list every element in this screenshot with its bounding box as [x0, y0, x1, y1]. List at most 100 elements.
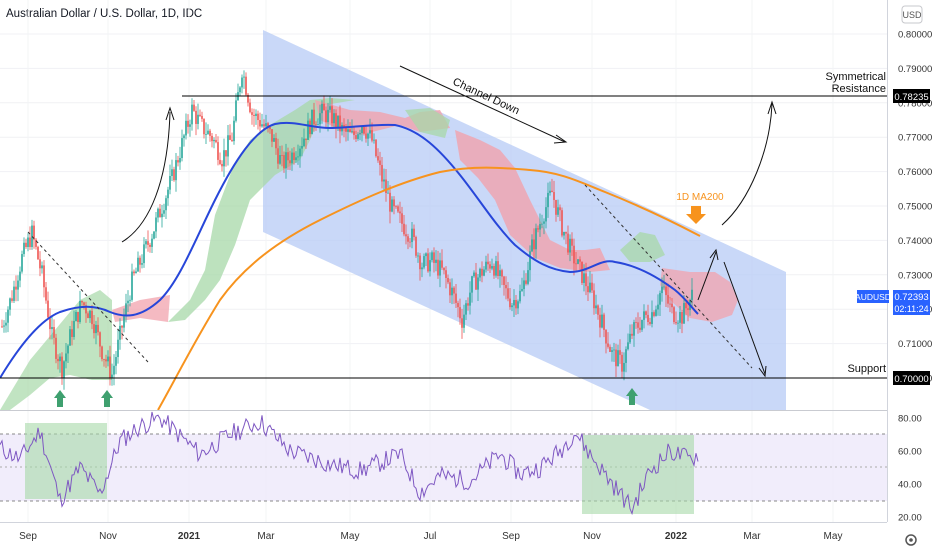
settings-gear-icon[interactable] [905, 534, 917, 546]
candle-body [599, 314, 601, 328]
candle-body [327, 109, 329, 123]
candle-body [213, 139, 215, 142]
candle-body [33, 225, 35, 240]
candle-body [289, 160, 291, 164]
candle-body [569, 238, 571, 253]
candle-body [203, 118, 205, 135]
candle-body [315, 124, 317, 126]
candle-body [227, 135, 229, 157]
candle-body [147, 241, 149, 245]
candle-body [357, 134, 359, 139]
candle-body [603, 314, 605, 330]
candle-body [249, 102, 251, 113]
candle-body [639, 327, 641, 330]
candle-body [63, 361, 65, 378]
rsi-tick-label: 20.00 [898, 513, 922, 524]
candle-body [67, 345, 69, 354]
candle-body [85, 305, 87, 314]
candle-body [497, 261, 499, 276]
candle-body [463, 314, 465, 328]
candle-body [239, 87, 241, 93]
candle-body [611, 350, 613, 352]
candle-body [467, 303, 469, 306]
candle-body [207, 130, 209, 135]
candle-body [245, 76, 247, 95]
candle-body [15, 286, 17, 290]
candle-body [265, 123, 267, 127]
current-price-tag [893, 290, 930, 315]
candle-body [355, 135, 357, 139]
candle-body [675, 322, 677, 324]
time-tick-label: Mar [743, 531, 761, 542]
candle-body [303, 138, 305, 147]
candle-body [13, 286, 15, 301]
symbol-tag-text: AUDUSD [855, 292, 891, 302]
candle-body [255, 113, 257, 117]
candle-body [671, 303, 673, 308]
candle-body [3, 325, 5, 327]
up-arrow-markers [54, 388, 638, 407]
candle-body [507, 288, 509, 299]
candle-body [439, 260, 441, 276]
candle-body [657, 304, 659, 310]
candle-body [483, 269, 485, 276]
candle-body [653, 312, 655, 316]
time-axis[interactable]: Sep Nov 2021 Mar May Jul Sep Nov 2022 Mar May [19, 531, 842, 542]
candle-body [579, 259, 581, 262]
candle-body [631, 333, 633, 336]
candle-body [273, 138, 275, 142]
price-tick-label: 0.79000 [898, 64, 932, 75]
candle-body [17, 280, 19, 290]
candle-body [391, 199, 393, 212]
candle-body [121, 325, 123, 328]
candle-body [421, 267, 423, 270]
candle-body [685, 303, 687, 309]
candle-body [491, 266, 493, 269]
candle-body [495, 261, 497, 276]
candle-body [11, 298, 13, 301]
candle-body [83, 302, 85, 306]
ma200-orange-line [157, 166, 701, 410]
candle-body [253, 114, 255, 117]
time-tick-label: Sep [19, 531, 37, 542]
support-price-tag [893, 371, 930, 385]
candle-body [305, 138, 307, 140]
candle-body [57, 358, 59, 362]
candle-body [433, 252, 435, 263]
price-axis[interactable]: 0.80000 0.79000 0.78000 0.77000 0.76000 0.750… [898, 30, 932, 385]
candle-body [7, 309, 9, 323]
candle-body [529, 251, 531, 271]
candle-body [333, 113, 335, 124]
candle-body [247, 94, 249, 103]
dashed-trendline-2 [584, 184, 753, 369]
rsi-axis[interactable]: 80.00 60.00 40.00 20.00 [898, 414, 922, 524]
currency-badge[interactable] [901, 5, 923, 24]
candle-body [27, 237, 29, 247]
candle-body [461, 318, 463, 328]
candle-body [609, 346, 611, 352]
candle-body [81, 300, 83, 303]
candle-body [211, 135, 213, 142]
candle-body [535, 228, 537, 250]
candle-body [319, 113, 321, 125]
candle-body [159, 208, 161, 218]
support-price-text: 0.70000 [894, 374, 928, 385]
chart-title: Australian Dollar / U.S. Dollar, 1D, IDC [6, 8, 202, 20]
candle-body [647, 314, 649, 322]
candle-body [183, 135, 185, 139]
candle-body [73, 321, 75, 337]
candle-body [109, 356, 111, 378]
candle-body [251, 112, 253, 115]
candle-body [257, 113, 259, 121]
candle-body [397, 206, 399, 212]
candle-body [335, 113, 337, 128]
candle-body [595, 305, 597, 309]
candle-body [623, 362, 625, 372]
candle-body [555, 199, 557, 215]
candle-body [559, 207, 561, 211]
candle-body [437, 259, 439, 276]
candle-body [411, 228, 413, 243]
candle-body [65, 353, 67, 362]
candle-body [517, 301, 519, 309]
